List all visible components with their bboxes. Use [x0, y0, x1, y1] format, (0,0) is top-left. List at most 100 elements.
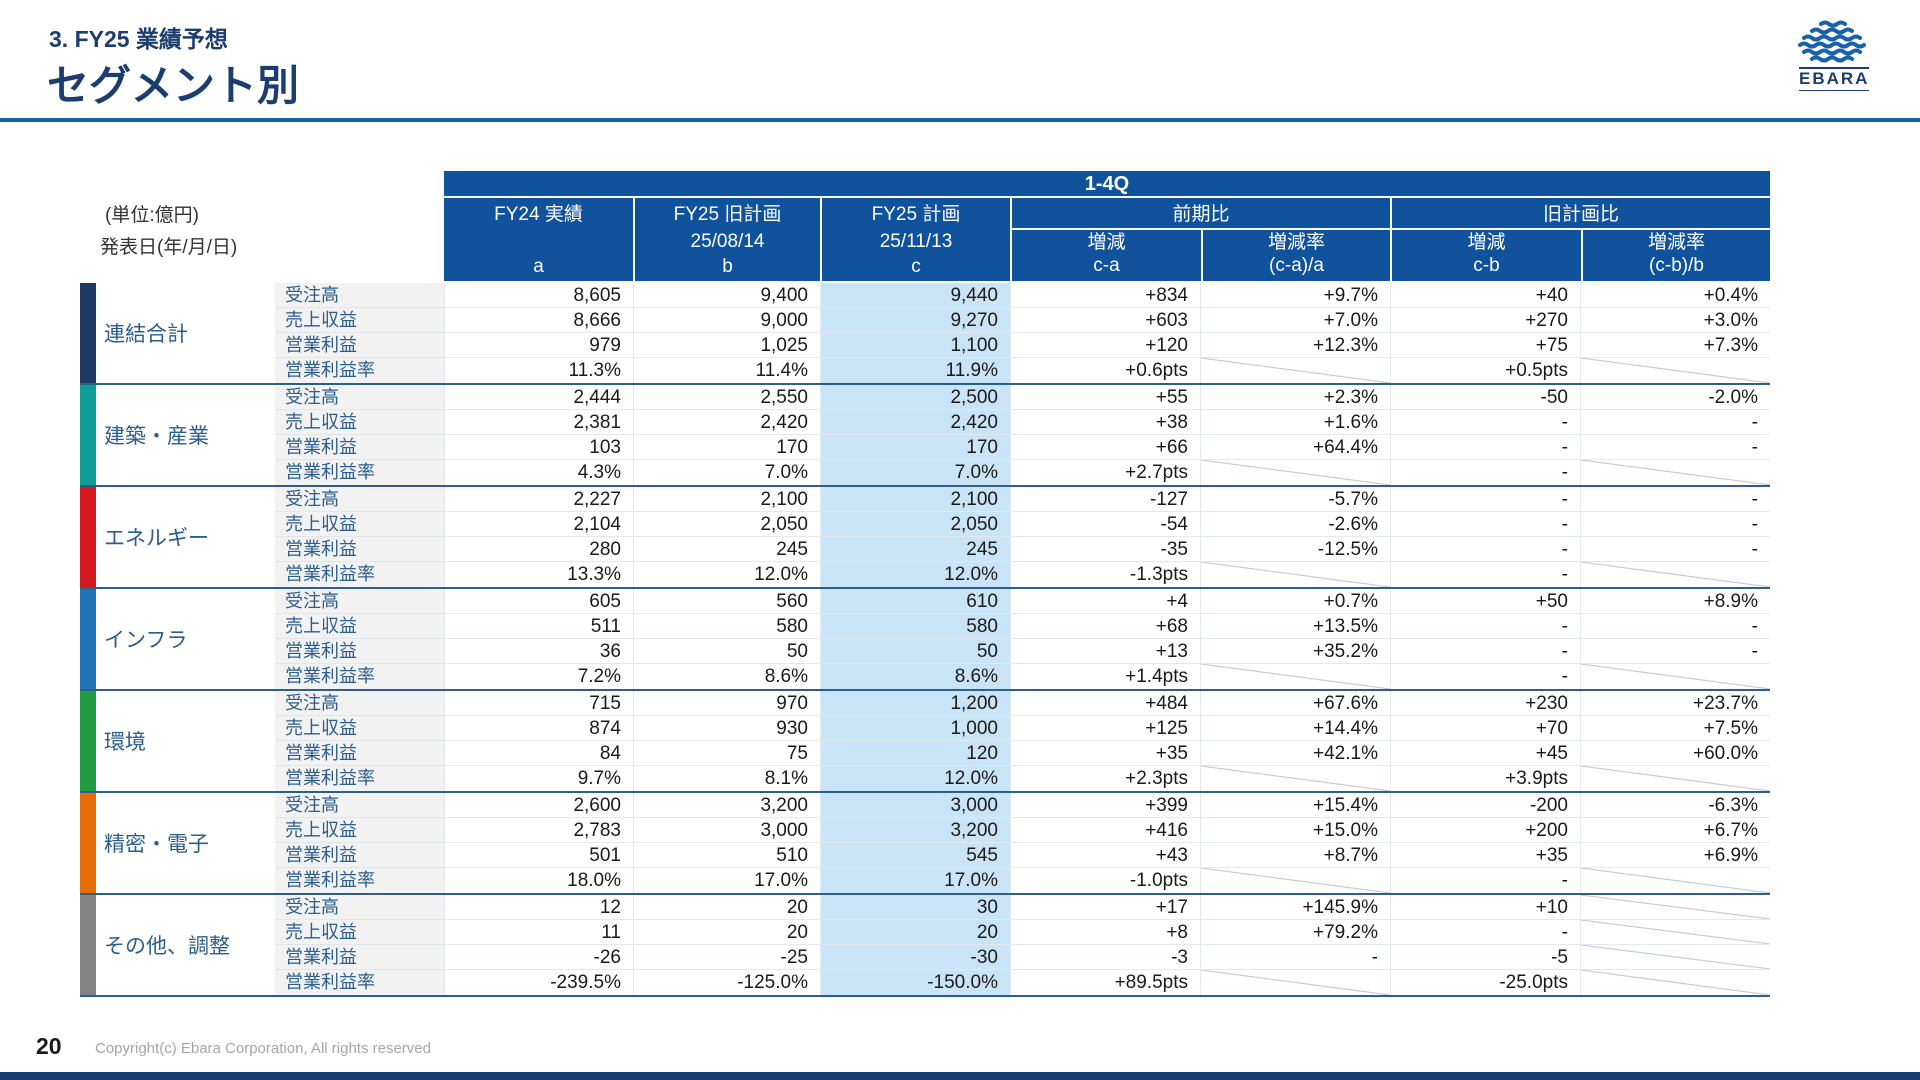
value-cell: +0.6pts	[1010, 358, 1200, 383]
segment-color-bar	[80, 691, 96, 791]
value-cell: 970	[633, 691, 820, 716]
value-cell: +125	[1010, 716, 1200, 741]
value-cell: +15.4%	[1200, 793, 1390, 818]
value-cell: +10	[1390, 895, 1580, 920]
value-cell: -12.5%	[1200, 537, 1390, 562]
metric-label: 営業利益	[275, 639, 444, 664]
value-cell: +6.7%	[1580, 818, 1770, 843]
value-cell: 9,000	[633, 308, 820, 333]
value-cell: 2,444	[444, 385, 633, 410]
value-cell: 2,050	[633, 512, 820, 537]
value-cell: 715	[444, 691, 633, 716]
value-cell: 2,227	[444, 487, 633, 512]
segment-color-bar	[80, 385, 96, 485]
subcolumn-key: (c-b)/b	[1649, 255, 1704, 276]
value-cell: 11.4%	[633, 358, 820, 383]
metric-label: 売上収益	[275, 410, 444, 435]
value-cell: -1.3pts	[1010, 562, 1200, 587]
value-cell: 510	[633, 843, 820, 868]
table-header: 1-4Q FY24 実績 a FY25 旧計画 25/08/14 b FY25 …	[444, 171, 1770, 281]
value-cell: 2,500	[820, 385, 1010, 410]
segment-name: インフラ	[96, 589, 275, 689]
subcolumn-header-change-rate: 増減率 (c-b)/b	[1581, 230, 1770, 281]
metric-label: 受注高	[275, 589, 444, 614]
value-cell-slash	[1200, 664, 1390, 689]
metric-label: 受注高	[275, 385, 444, 410]
value-cell: -25	[633, 945, 820, 970]
value-cell: +43	[1010, 843, 1200, 868]
value-cell-slash	[1580, 970, 1770, 995]
value-cell-slash	[1580, 358, 1770, 383]
column-header-fy25-old: FY25 旧計画 25/08/14 b	[633, 198, 820, 281]
value-cell: 610	[820, 589, 1010, 614]
segment-name: エネルギー	[96, 487, 275, 587]
segment-color-bar	[80, 487, 96, 587]
value-cell: -5	[1390, 945, 1580, 970]
value-cell: +13.5%	[1200, 614, 1390, 639]
value-cell: -	[1390, 614, 1580, 639]
group-title: 前期比	[1012, 198, 1390, 230]
value-cell-slash	[1200, 868, 1390, 893]
value-cell: -	[1390, 920, 1580, 945]
metric-label: 売上収益	[275, 512, 444, 537]
value-cell: +399	[1010, 793, 1200, 818]
value-cell: 1,025	[633, 333, 820, 358]
value-cell: 2,420	[633, 410, 820, 435]
value-cell: 11	[444, 920, 633, 945]
value-cell: 545	[820, 843, 1010, 868]
value-cell: -30	[820, 945, 1010, 970]
value-cell-slash	[1580, 562, 1770, 587]
value-cell: -	[1390, 460, 1580, 485]
value-cell: +75	[1390, 333, 1580, 358]
value-cell-slash	[1580, 460, 1770, 485]
metric-label: 営業利益	[275, 945, 444, 970]
value-cell: 170	[820, 435, 1010, 460]
value-cell: -2.0%	[1580, 385, 1770, 410]
value-cell: +2.3%	[1200, 385, 1390, 410]
value-cell: 2,104	[444, 512, 633, 537]
value-cell: -	[1580, 487, 1770, 512]
value-cell: -54	[1010, 512, 1200, 537]
value-cell: 11.9%	[820, 358, 1010, 383]
copyright-text: Copyright(c) Ebara Corporation, All righ…	[95, 1040, 431, 1057]
column-header-fy25-plan: FY25 計画 25/11/13 c	[820, 198, 1010, 281]
value-cell: 11.3%	[444, 358, 633, 383]
value-cell: 12.0%	[633, 562, 820, 587]
period-header: 1-4Q	[444, 171, 1770, 198]
value-cell: +2.3pts	[1010, 766, 1200, 791]
value-cell: 20	[820, 920, 1010, 945]
value-cell: -35	[1010, 537, 1200, 562]
value-cell: 511	[444, 614, 633, 639]
value-cell: +120	[1010, 333, 1200, 358]
metric-label: 営業利益率	[275, 460, 444, 485]
value-cell: +9.7%	[1200, 283, 1390, 308]
value-cell: +3.0%	[1580, 308, 1770, 333]
value-cell: -	[1390, 410, 1580, 435]
value-cell: +15.0%	[1200, 818, 1390, 843]
metric-label: 営業利益	[275, 333, 444, 358]
value-cell: +40	[1390, 283, 1580, 308]
value-cell: 17.0%	[820, 868, 1010, 893]
value-cell: -	[1390, 537, 1580, 562]
segment-block: 環境 受注高 715 970 1,200 +484 +67.6% +230 +23.7% 売上収益…	[80, 689, 1770, 791]
value-cell: 50	[633, 639, 820, 664]
value-cell: 9,440	[820, 283, 1010, 308]
value-cell: 979	[444, 333, 633, 358]
value-cell: -	[1580, 537, 1770, 562]
title-rule	[0, 118, 1920, 122]
value-cell: 13.3%	[444, 562, 633, 587]
value-cell: 12.0%	[820, 562, 1010, 587]
value-cell: 2,100	[633, 487, 820, 512]
subcolumn-label: 増減	[1467, 232, 1506, 253]
date-note: 発表日(年/月/日)	[100, 237, 238, 258]
value-cell: +8.9%	[1580, 589, 1770, 614]
value-cell: 1,200	[820, 691, 1010, 716]
value-cell: 2,550	[633, 385, 820, 410]
value-cell: 580	[633, 614, 820, 639]
value-cell: 8.6%	[820, 664, 1010, 689]
value-cell: +7.0%	[1200, 308, 1390, 333]
metric-label: 売上収益	[275, 614, 444, 639]
subcolumn-label: 増減率	[1267, 232, 1325, 253]
value-cell: +60.0%	[1580, 741, 1770, 766]
group-header-vs-old-plan: 旧計画比 増減 c-b 増減率 (c-b)/b	[1390, 198, 1770, 281]
